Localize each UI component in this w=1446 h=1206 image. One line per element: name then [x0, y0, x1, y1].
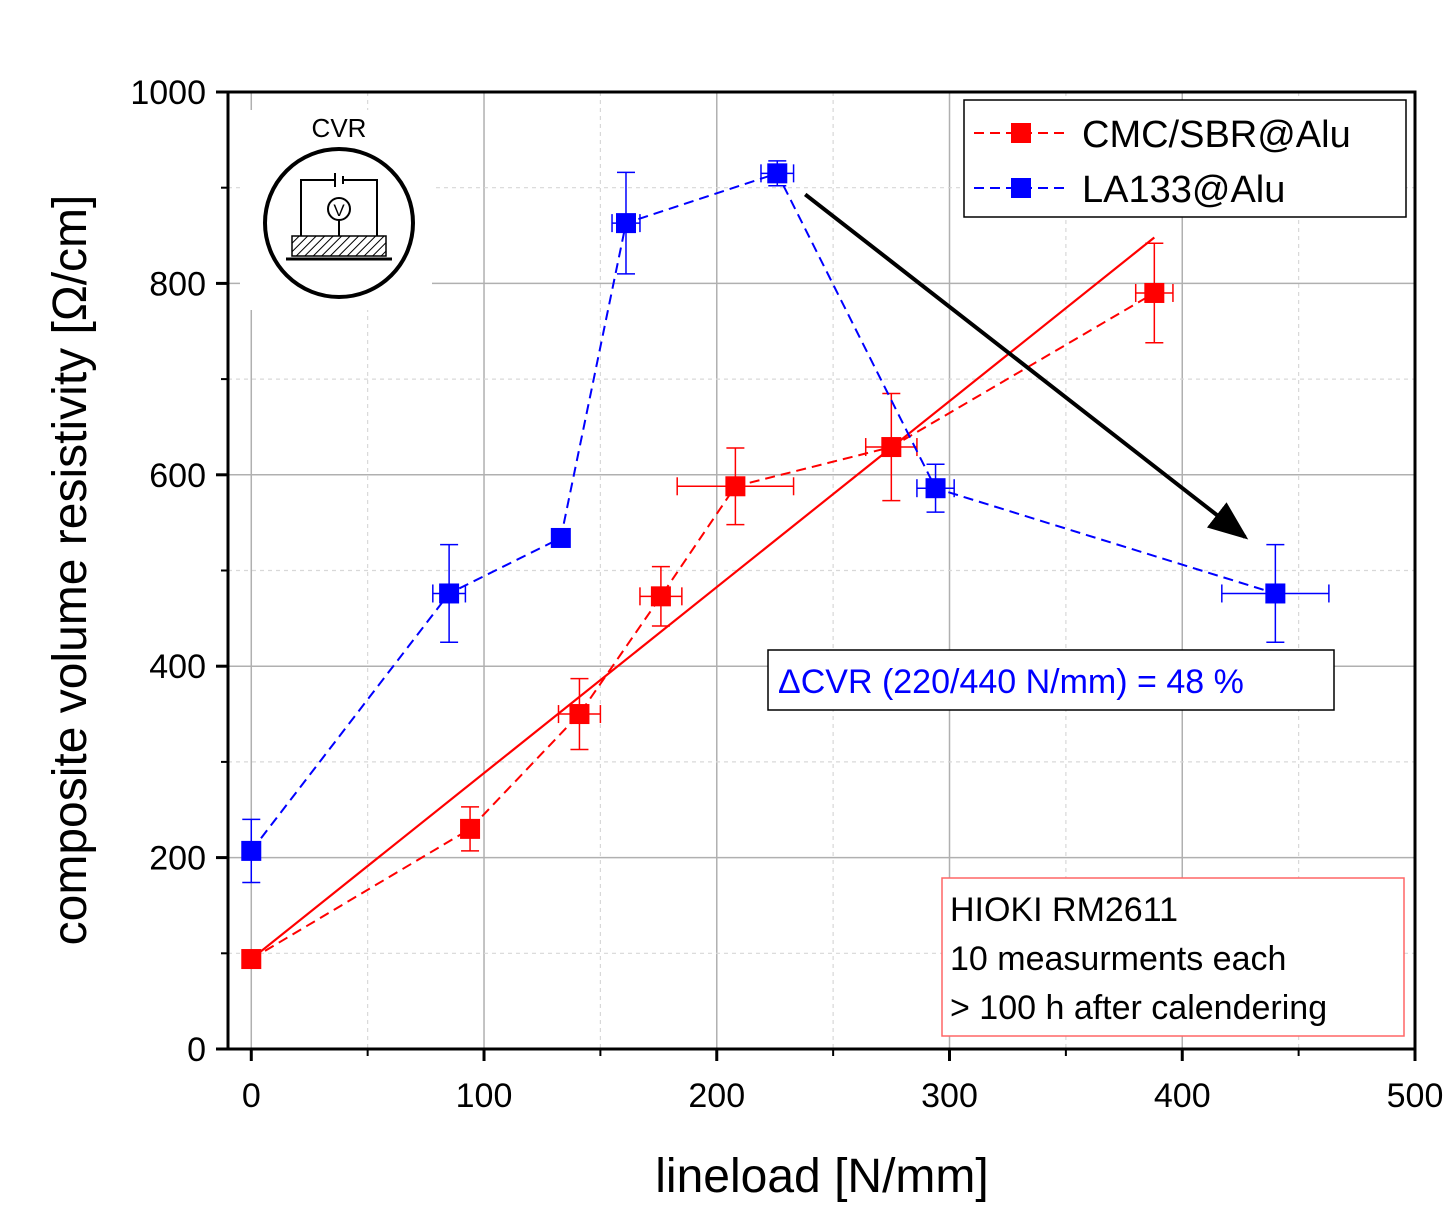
data-point	[925, 478, 946, 499]
y-tick-label: 800	[149, 265, 206, 303]
y-tick-label: 600	[149, 457, 206, 495]
measurement-note: HIOKI RM2611 10 measurments each > 100 h…	[941, 877, 1405, 1037]
voltmeter-icon: V	[333, 201, 345, 220]
note-line: > 100 h after calendering	[950, 989, 1327, 1027]
data-point	[650, 586, 671, 607]
x-tick-label: 0	[242, 1077, 261, 1115]
data-point	[615, 213, 636, 234]
delta-cvr-text: ΔCVR (220/440 N/mm) = 48 %	[778, 663, 1244, 701]
legend-item-cmc-sbr: CMC/SBR@Alu	[974, 114, 1351, 156]
x-tick-label: 400	[1154, 1077, 1211, 1115]
electrode-substrate	[291, 235, 387, 257]
y-tick-label: 200	[149, 840, 206, 878]
data-point	[439, 583, 460, 604]
circuit-icon	[300, 173, 378, 236]
data-point	[550, 527, 571, 548]
x-axis-title: lineload [N/mm]	[655, 1150, 988, 1203]
cvr-inset-diagram: CVR V	[240, 110, 432, 310]
data-point	[1265, 583, 1286, 604]
inset-label: CVR	[312, 113, 367, 143]
trend-arrow	[803, 192, 1249, 540]
series-layer	[241, 160, 1330, 970]
data-point	[241, 949, 262, 970]
x-tick-label: 200	[688, 1077, 745, 1115]
axis-ticks	[216, 90, 1417, 1061]
y-tick-label: 0	[187, 1031, 206, 1069]
fit-line	[250, 236, 1156, 960]
fit-line-segment	[250, 236, 1156, 960]
y-tick-label: 400	[149, 648, 206, 686]
legend-item-la133: LA133@Alu	[974, 169, 1285, 211]
legend: CMC/SBR@Alu LA133@Alu	[963, 99, 1407, 218]
series-cmc-sbr	[241, 242, 1174, 970]
data-point	[725, 476, 746, 497]
inset-circle	[263, 147, 415, 299]
data-point	[881, 437, 902, 458]
data-point	[460, 818, 481, 839]
x-tick-label: 500	[1387, 1077, 1444, 1115]
x-tick-label: 100	[456, 1077, 513, 1115]
data-point	[1144, 282, 1165, 303]
note-line: HIOKI RM2611	[950, 891, 1178, 929]
legend-marker	[1011, 178, 1031, 198]
note-line: 10 measurments each	[950, 940, 1286, 978]
tick-labels: 0 100 200 300 400 500 0 200 400 600 800 1000	[130, 74, 1443, 1115]
y-axis-title: composite volume resistivity [Ω/cm]	[44, 195, 97, 946]
legend-marker	[1011, 123, 1031, 143]
data-point	[767, 163, 788, 184]
legend-label: LA133@Alu	[1082, 169, 1285, 211]
y-tick-label: 1000	[130, 74, 206, 112]
x-tick-label: 300	[921, 1077, 978, 1115]
data-point	[569, 704, 590, 725]
data-point	[241, 840, 262, 861]
legend-label: CMC/SBR@Alu	[1082, 114, 1351, 156]
legend-box	[963, 99, 1407, 218]
series-la133	[241, 160, 1330, 884]
delta-cvr-annotation: ΔCVR (220/440 N/mm) = 48 %	[767, 649, 1335, 711]
